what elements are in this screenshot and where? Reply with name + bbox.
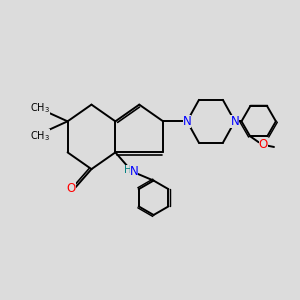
Text: N: N <box>230 115 239 128</box>
Text: N: N <box>130 165 138 178</box>
Text: H: H <box>124 165 132 175</box>
Text: O: O <box>259 138 268 151</box>
Text: O: O <box>67 182 76 195</box>
Text: N: N <box>183 115 191 128</box>
Text: CH$_3$: CH$_3$ <box>30 129 50 142</box>
Text: CH$_3$: CH$_3$ <box>30 101 50 115</box>
